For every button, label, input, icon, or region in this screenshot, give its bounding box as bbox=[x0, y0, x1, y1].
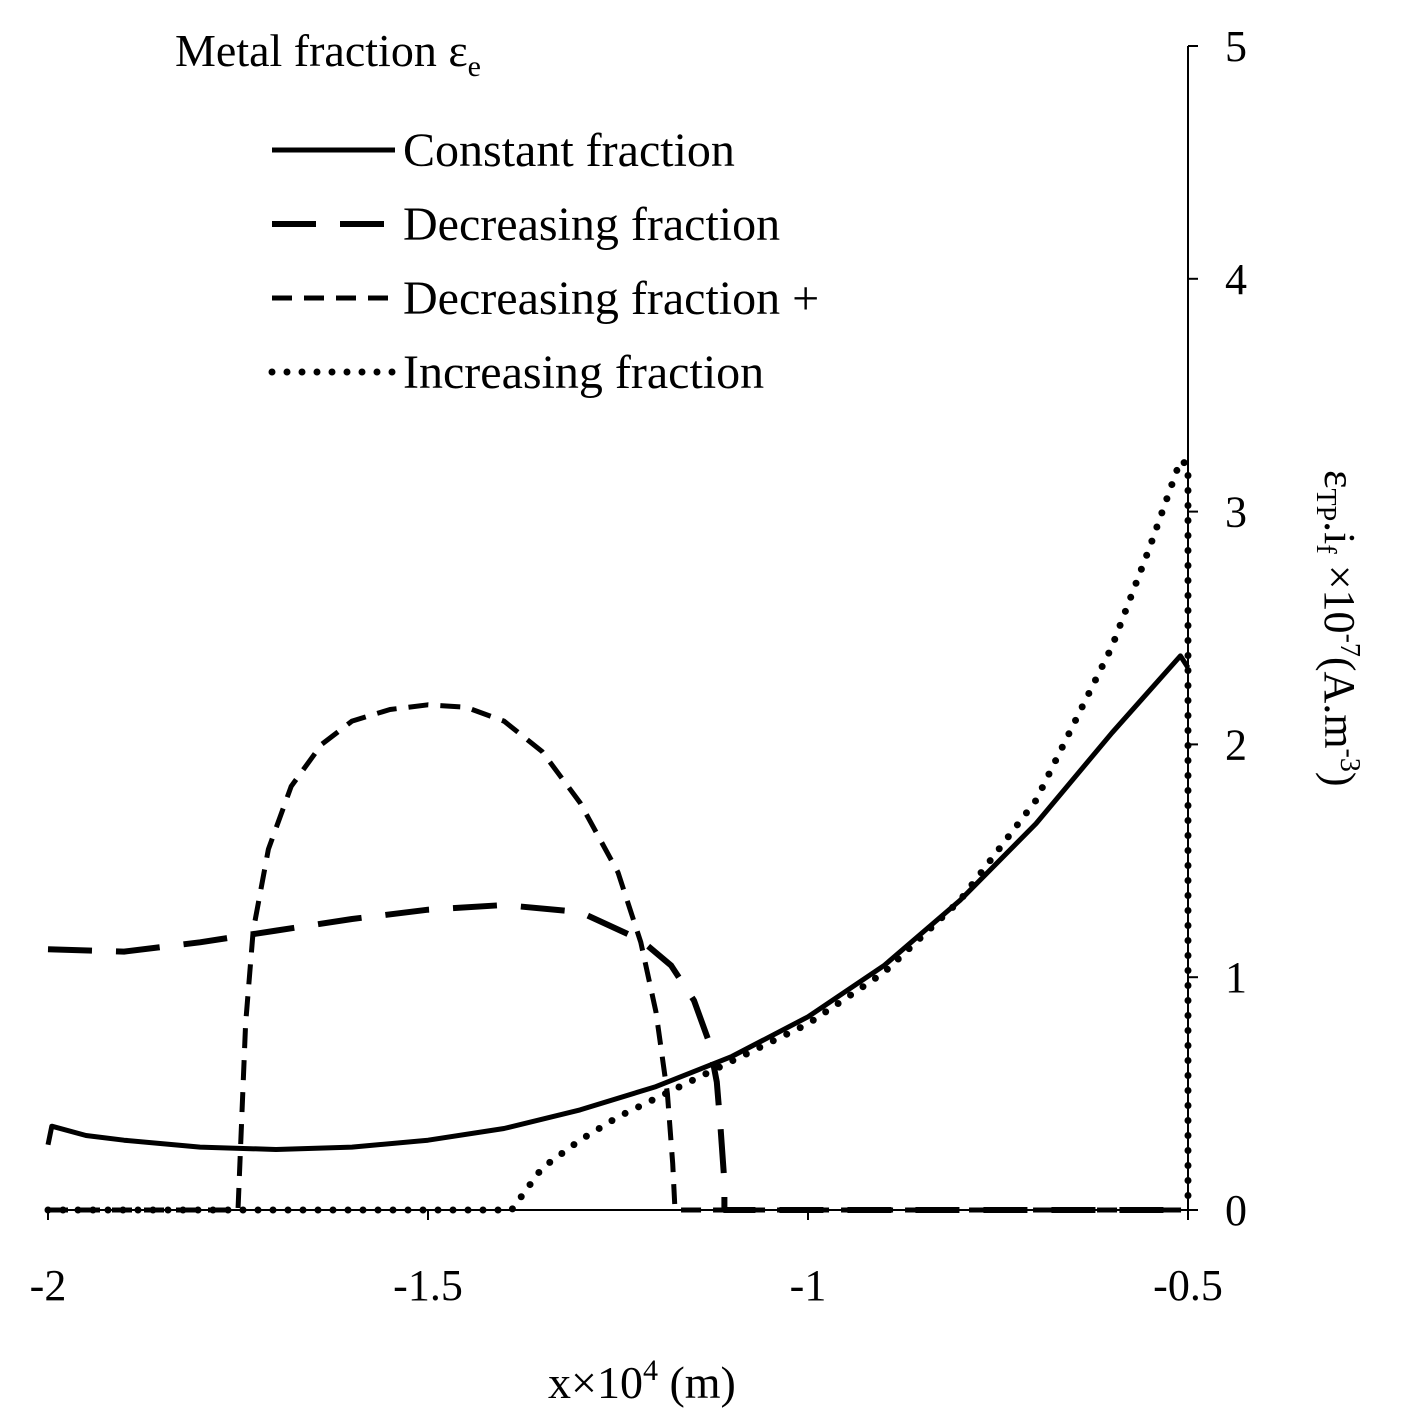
y-tick-label: 4 bbox=[1225, 255, 1247, 304]
legend-title: Metal fraction εe bbox=[175, 25, 481, 83]
legend-label-1: Constant fraction bbox=[403, 124, 735, 177]
y-tick-label: 3 bbox=[1225, 488, 1247, 537]
y-tick-label: 5 bbox=[1225, 22, 1247, 71]
y-tick-label: 0 bbox=[1225, 1186, 1247, 1235]
legend: Metal fraction εe Constant fraction Decre… bbox=[175, 25, 819, 399]
y-tick-label: 1 bbox=[1225, 953, 1247, 1002]
legend-label-3: Decreasing fraction + bbox=[403, 272, 819, 325]
series-line-3 bbox=[48, 702, 1188, 1213]
x-tick-label: -2 bbox=[30, 1261, 67, 1310]
x-tick-label: -1 bbox=[790, 1261, 827, 1310]
series-line-4 bbox=[44, 456, 1192, 1214]
legend-label-2: Decreasing fraction bbox=[403, 198, 780, 251]
series-layer bbox=[44, 456, 1192, 1214]
y-tick-label: 2 bbox=[1225, 720, 1247, 769]
x-axis-label: x×104 (m) bbox=[548, 1354, 736, 1408]
x-tick-label: -1.5 bbox=[393, 1261, 463, 1310]
y-axis-label: εTP.if ×10-7(A.m-3) bbox=[1310, 470, 1365, 787]
series-line-2 bbox=[47, 902, 1188, 1213]
axes: -2 -1.5 -1 -0.50 1 2 3 4 5 bbox=[30, 22, 1247, 1310]
legend-label-4: Increasing fraction bbox=[403, 346, 764, 399]
series-line-1 bbox=[45, 653, 1191, 1152]
axis-labels: x×104 (m) εTP.if ×10-7(A.m-3) bbox=[548, 470, 1365, 1408]
x-tick-label: -0.5 bbox=[1153, 1261, 1223, 1310]
